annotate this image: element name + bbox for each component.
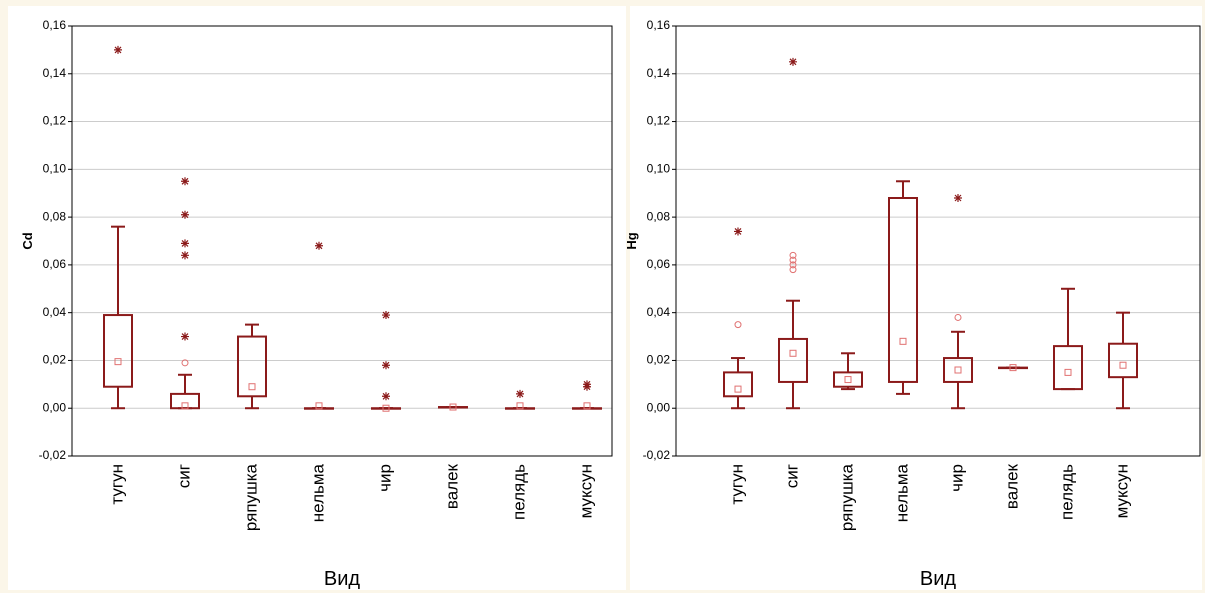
panel-background	[8, 6, 626, 590]
category-label: валек	[1002, 463, 1021, 509]
median-marker	[315, 402, 323, 410]
outlier	[954, 313, 962, 321]
category-label: пелядь	[509, 464, 528, 520]
chart: -0,02 0,00 0,02 0,04 0,06 0,08 0,10 0,12 0,14 0,1…	[8, 6, 626, 590]
category-label: ряпушка	[837, 463, 856, 531]
category-label: пелядь	[1057, 464, 1076, 520]
category-label: нельма	[892, 463, 911, 522]
extreme	[583, 380, 591, 389]
y-tick-label: -0,02	[39, 448, 67, 462]
extreme	[114, 45, 122, 54]
box	[103, 314, 133, 388]
median-marker	[1064, 368, 1072, 376]
y-tick-label: 0,14	[647, 66, 671, 80]
box	[943, 357, 973, 383]
outlier	[789, 251, 797, 259]
box	[723, 371, 753, 398]
extreme	[382, 361, 390, 370]
median-marker	[954, 366, 962, 374]
category-label: тугун	[727, 464, 746, 505]
category-label: чир	[947, 464, 966, 492]
extreme	[181, 332, 189, 341]
category-label: сиг	[174, 464, 193, 488]
y-tick-label: 0,12	[647, 114, 671, 128]
y-tick-label: 0,04	[647, 305, 671, 319]
y-tick-label: 0,14	[43, 66, 67, 80]
median-marker	[114, 358, 122, 366]
median-marker	[516, 402, 524, 410]
y-tick-label: 0,04	[43, 305, 67, 319]
outlier	[734, 321, 742, 329]
box	[170, 392, 200, 410]
median-marker	[844, 376, 852, 384]
median-marker	[1009, 364, 1017, 372]
box	[833, 371, 863, 388]
median-marker	[734, 385, 742, 393]
extreme	[789, 57, 797, 66]
y-tick-label: 0,16	[43, 18, 67, 32]
extreme	[181, 210, 189, 219]
y-axis-label: Cd	[20, 232, 35, 249]
y-tick-label: 0,16	[647, 18, 671, 32]
median-marker	[449, 403, 457, 411]
outlier	[789, 266, 797, 274]
extreme	[734, 227, 742, 236]
chart: -0,02 0,00 0,02 0,04 0,06 0,08 0,10 0,12 0,14 0,1…	[624, 6, 1202, 590]
extreme	[516, 389, 524, 398]
category-label: ряпушка	[241, 463, 260, 531]
extreme	[382, 311, 390, 320]
median-marker	[583, 402, 591, 410]
category-label: нельма	[308, 463, 327, 522]
median-marker	[899, 337, 907, 345]
extreme	[954, 194, 962, 202]
category-label: муксун	[576, 464, 595, 518]
median-marker	[382, 404, 390, 412]
plot-frame	[675, 25, 1201, 457]
median-marker	[1119, 361, 1127, 369]
y-tick-label: 0,02	[43, 353, 67, 367]
extreme	[382, 392, 390, 401]
category-label: тугун	[107, 464, 126, 505]
extreme	[181, 239, 189, 248]
box	[998, 366, 1028, 370]
box	[371, 407, 401, 410]
box	[1053, 345, 1083, 391]
y-tick-label: 0,06	[43, 257, 67, 271]
outlier	[181, 359, 189, 367]
category-label: сиг	[782, 464, 801, 488]
extreme	[181, 177, 189, 186]
box	[1108, 342, 1138, 379]
y-axis-label: Hg	[624, 232, 639, 249]
box	[438, 406, 468, 409]
y-tick-label: 0,08	[43, 209, 67, 223]
box	[888, 197, 918, 383]
category-label: валек	[442, 463, 461, 509]
y-tick-label: 0,12	[43, 114, 67, 128]
x-axis-label: Вид	[324, 568, 361, 590]
y-tick-label: -0,02	[643, 448, 671, 462]
y-tick-label: 0,00	[647, 400, 671, 414]
outlier	[789, 261, 797, 269]
category-label: муксун	[1112, 464, 1131, 518]
median-marker	[248, 383, 256, 391]
box	[237, 335, 267, 398]
y-tick-label: 0,00	[43, 400, 67, 414]
y-tick-label: 0,10	[647, 162, 671, 176]
outlier	[789, 256, 797, 264]
median-marker	[181, 402, 189, 410]
box	[778, 337, 808, 383]
category-label: чир	[375, 464, 394, 492]
y-tick-label: 0,02	[647, 353, 671, 367]
median-marker	[789, 349, 797, 357]
y-tick-label: 0,08	[647, 209, 671, 223]
plot-frame	[71, 25, 613, 457]
extreme	[181, 251, 189, 260]
x-axis-label: Вид	[920, 568, 957, 590]
y-tick-label: 0,10	[43, 162, 67, 176]
extreme	[315, 241, 323, 250]
y-tick-label: 0,06	[647, 257, 671, 271]
